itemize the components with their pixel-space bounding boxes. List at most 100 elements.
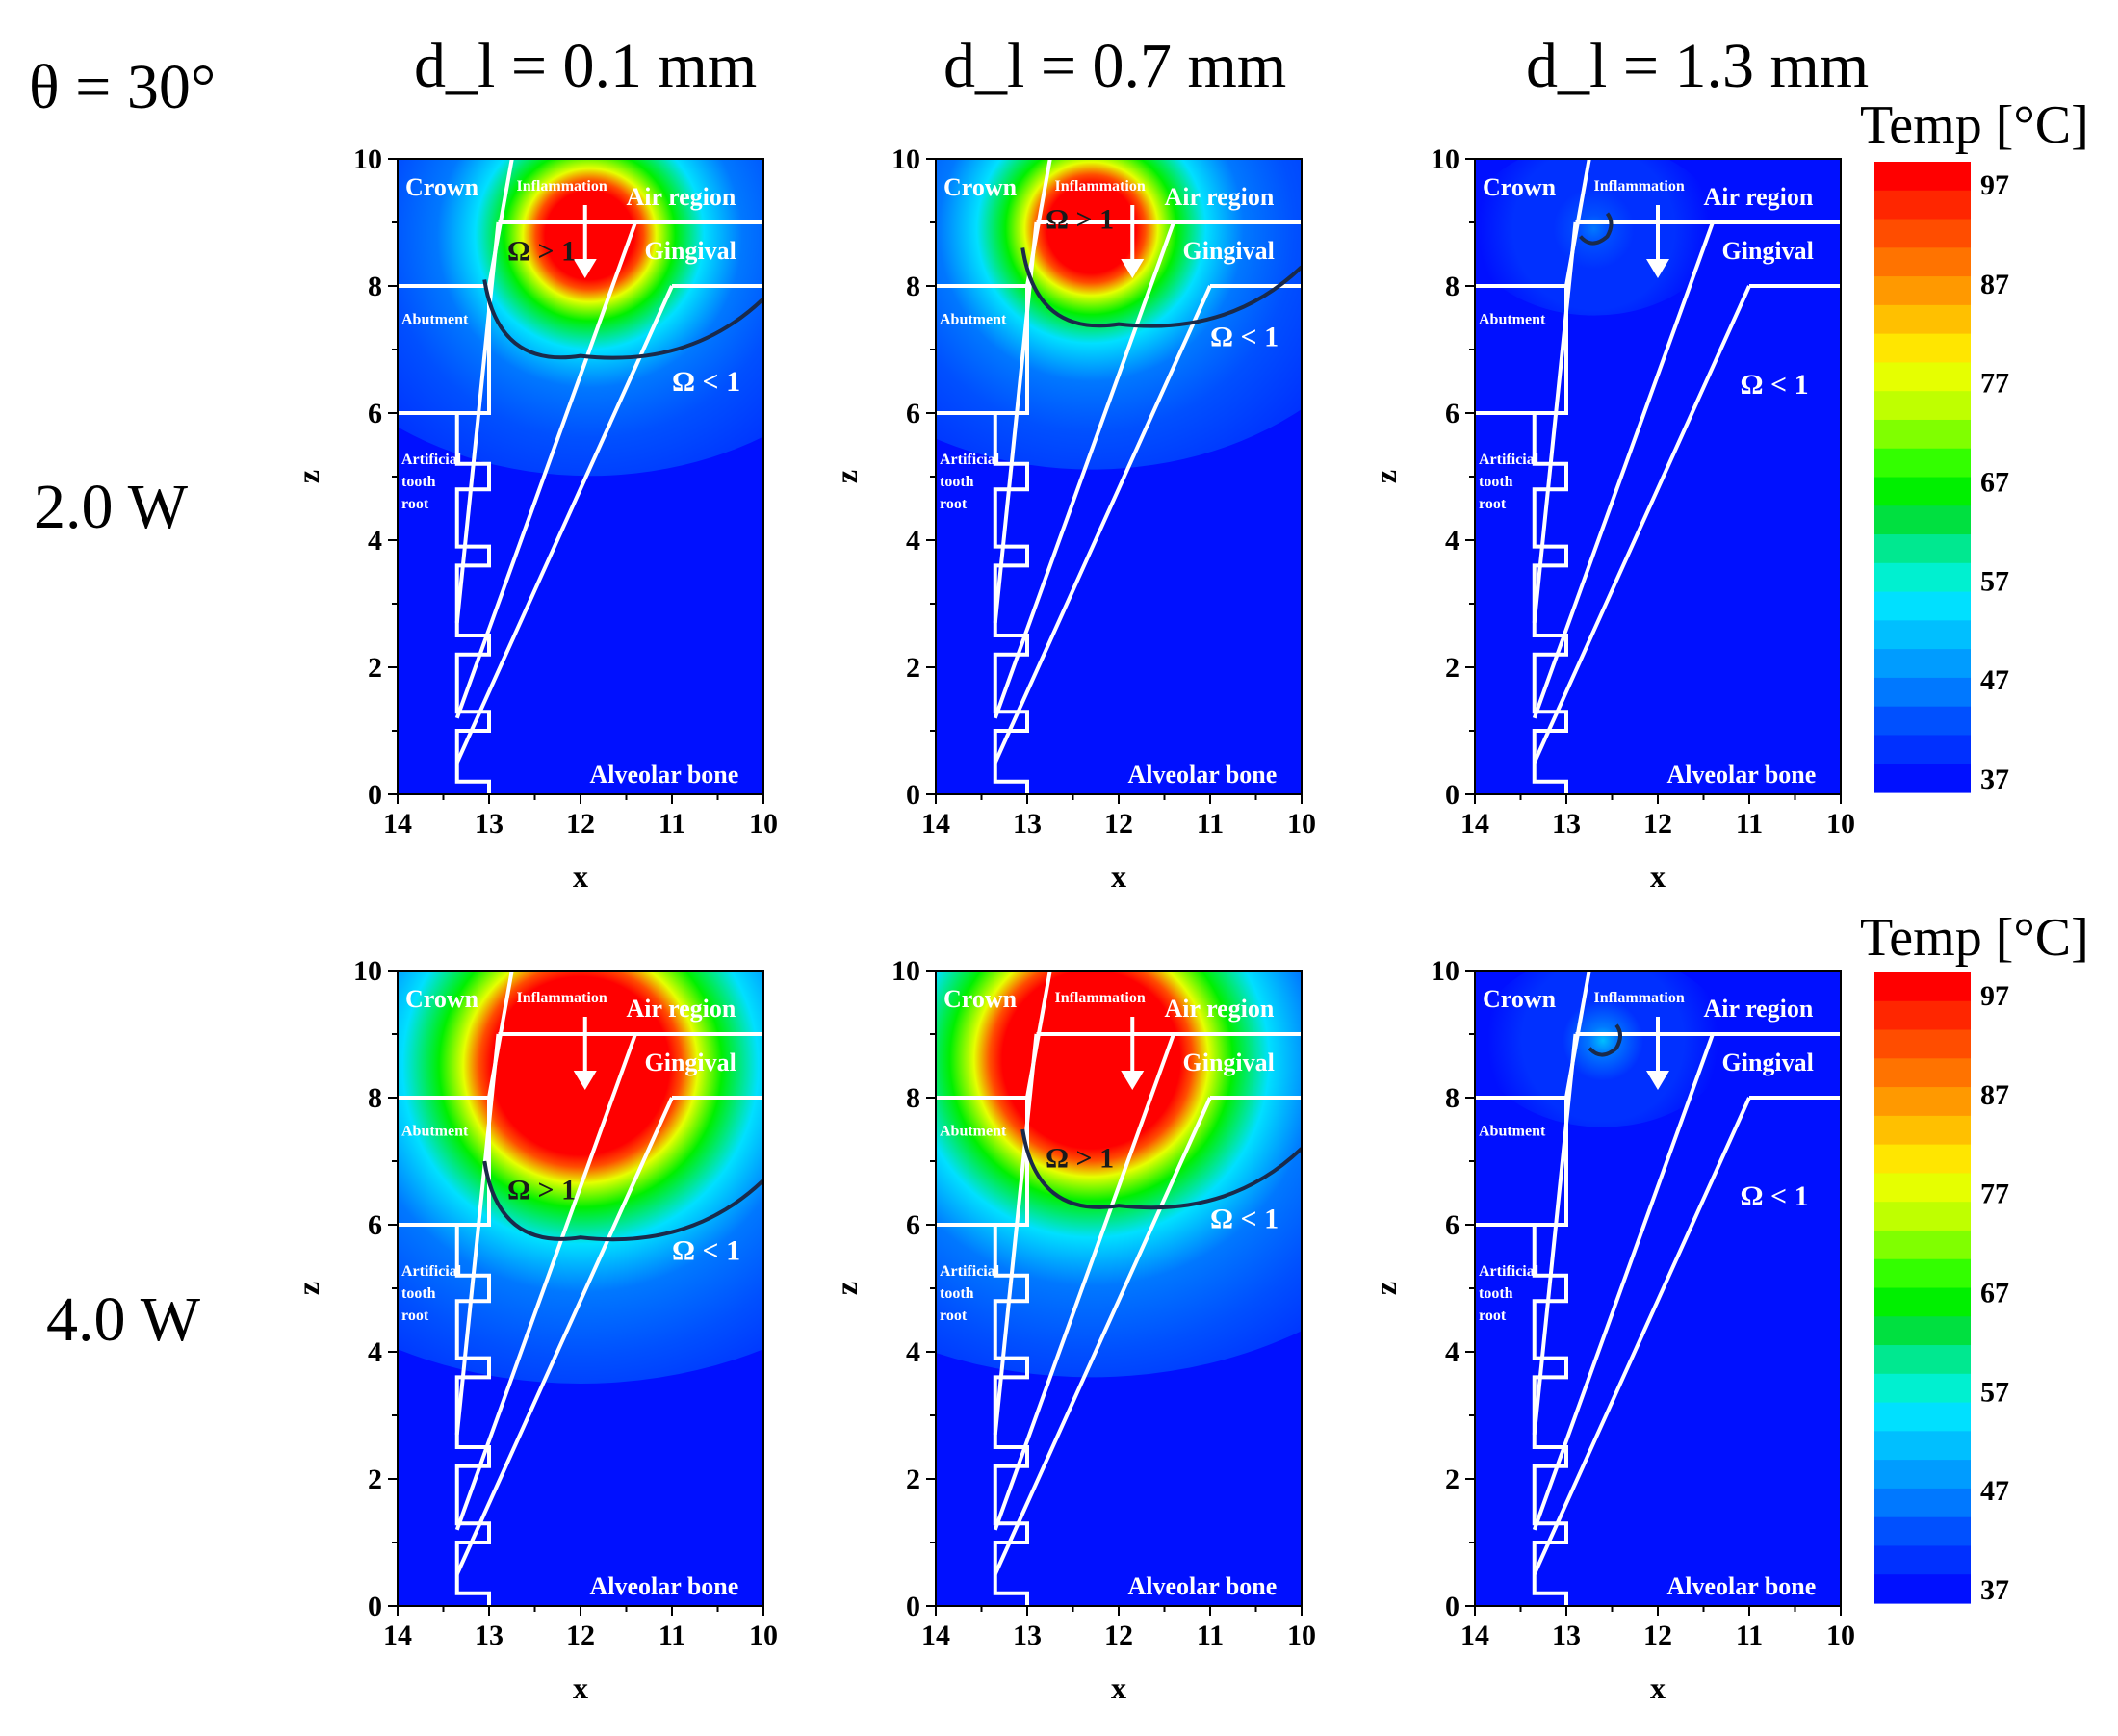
x-axis-label: x — [1650, 859, 1666, 894]
y-tick-label: 10 — [353, 143, 382, 175]
gingival-outer-edge — [1532, 221, 1715, 719]
label-abutment: Abutment — [401, 1124, 469, 1140]
colorbar-segment — [1874, 247, 1971, 277]
colorbar-segment — [1874, 706, 1971, 737]
y-tick-label: 8 — [368, 271, 382, 302]
x-axis-label: x — [1111, 859, 1126, 894]
colorbar-segment — [1874, 735, 1971, 764]
label-air-region: Air region — [1165, 995, 1275, 1023]
y-tick-label: 6 — [1445, 1209, 1459, 1241]
label-alveolar-bone: Alveolar bone — [1667, 761, 1817, 789]
bone-edge — [454, 1097, 674, 1575]
label-gingival: Gingival — [645, 237, 736, 265]
row-label-2: 4.0 W — [46, 1284, 201, 1355]
x-tick-label: 14 — [383, 1619, 412, 1651]
x-tick-label: 13 — [1013, 808, 1042, 840]
colorbar-segment — [1874, 276, 1971, 306]
abutment-outline — [936, 284, 1029, 415]
label-inflammation: Inflammation — [1594, 990, 1685, 1006]
panel: Crown Inflammation Air region Gingival Abutm… — [1368, 955, 1855, 1705]
y-tick-label: 4 — [906, 1336, 920, 1368]
panel: Crown Inflammation Air region Gingival Abutm… — [1368, 143, 1855, 894]
label-alveolar-bone: Alveolar bone — [590, 1572, 739, 1600]
label-root-3: root — [401, 496, 429, 512]
colorbar-segment — [1874, 391, 1971, 421]
label-root-2: tooth — [401, 1285, 436, 1302]
label-crown: Crown — [1483, 173, 1557, 201]
y-tick-label: 2 — [1445, 652, 1459, 684]
colorbar-segment — [1874, 477, 1971, 506]
y-tick-label: 0 — [906, 779, 920, 811]
colorbar-segment — [1874, 1316, 1971, 1346]
x-tick-label: 11 — [1197, 808, 1224, 840]
colorbar-tick-label: 97 — [1980, 169, 2009, 201]
bone-edge — [993, 1097, 1212, 1575]
bone-edge — [454, 285, 674, 764]
y-tick-label: 2 — [368, 652, 382, 684]
y-tick-label: 6 — [906, 398, 920, 429]
x-tick-label: 11 — [659, 1619, 685, 1651]
label-gingival: Gingival — [1183, 1049, 1275, 1076]
y-tick-label: 0 — [906, 1591, 920, 1622]
x-tick-label: 13 — [475, 1619, 504, 1651]
x-tick-label: 11 — [659, 808, 685, 840]
y-tick-label: 10 — [891, 143, 920, 175]
colorbar-segment — [1874, 219, 1971, 248]
y-tick-label: 0 — [368, 779, 382, 811]
laser-arrowhead — [1121, 259, 1145, 278]
label-abutment: Abutment — [401, 312, 469, 328]
bone-edge — [1532, 285, 1751, 764]
x-axis-label: x — [573, 1671, 588, 1705]
colorbar-segment — [1874, 1402, 1971, 1432]
label-inflammation: Inflammation — [1055, 178, 1146, 194]
artificial-root-outline — [1532, 1223, 1568, 1606]
x-tick-label: 11 — [1736, 808, 1763, 840]
colorbar-segment — [1874, 1545, 1971, 1575]
x-tick-label: 10 — [749, 1619, 778, 1651]
x-tick-label: 12 — [1104, 1619, 1133, 1651]
gingival-inner-edge — [1532, 221, 1578, 624]
x-tick-label: 12 — [566, 1619, 595, 1651]
colorbar-segment — [1874, 1516, 1971, 1547]
colorbar-segment — [1874, 1287, 1971, 1317]
temperature-field — [1475, 159, 1719, 316]
gingival-outer-edge — [454, 1033, 637, 1531]
colorbar-segment — [1874, 1258, 1971, 1289]
label-abutment: Abutment — [1479, 1124, 1546, 1140]
y-tick-label: 4 — [368, 525, 382, 557]
y-tick-label: 6 — [906, 1209, 920, 1241]
gingival-outer-edge — [993, 1033, 1175, 1531]
gingival-inner-edge — [993, 221, 1039, 624]
label-abutment: Abutment — [1479, 312, 1546, 328]
gingival-outer-edge — [1532, 1033, 1715, 1531]
colorbar-segment — [1874, 1574, 1971, 1604]
y-tick-label: 10 — [1431, 143, 1459, 175]
y-tick-label: 2 — [1445, 1464, 1459, 1495]
y-axis-label: z — [291, 1282, 325, 1295]
colorbar-tick-label: 67 — [1980, 1278, 2009, 1309]
x-tick-label: 14 — [921, 1619, 950, 1651]
laser-arrowhead — [573, 1071, 597, 1090]
omega-gt-label: Ω > 1 — [1046, 1143, 1114, 1175]
x-tick-label: 10 — [749, 808, 778, 840]
colorbar-tick-label: 47 — [1980, 664, 2009, 696]
label-root-2: tooth — [940, 1285, 974, 1302]
y-tick-label: 10 — [891, 955, 920, 987]
colorbar-title: Temp [°C] — [1860, 95, 2089, 155]
omega-boundary — [1578, 212, 1614, 246]
label-root-1: Artificial — [1479, 1263, 1539, 1280]
x-tick-label: 10 — [1826, 808, 1855, 840]
x-tick-label: 13 — [1552, 1619, 1581, 1651]
x-tick-label: 13 — [1013, 1619, 1042, 1651]
x-tick-label: 10 — [1826, 1619, 1855, 1651]
y-tick-label: 10 — [353, 955, 382, 987]
label-gingival: Gingival — [1183, 237, 1275, 265]
colorbar-segment — [1874, 448, 1971, 479]
colorbar-tick-label: 37 — [1980, 764, 2009, 795]
colorbar-segment — [1874, 1488, 1971, 1518]
omega-lt-label: Ω < 1 — [1741, 1180, 1809, 1212]
artificial-root-outline — [454, 411, 491, 794]
artificial-root-outline — [1532, 411, 1568, 794]
x-tick-label: 14 — [1460, 808, 1489, 840]
